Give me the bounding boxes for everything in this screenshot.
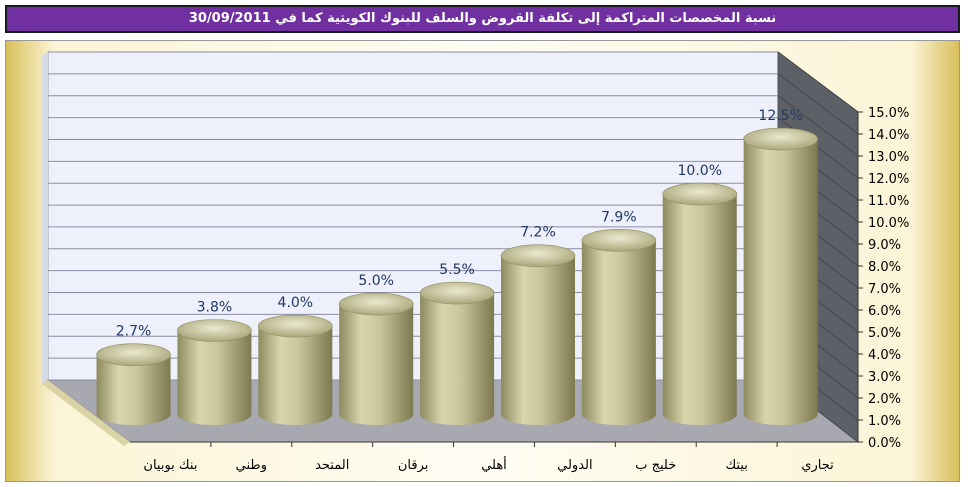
bar bbox=[581, 229, 657, 426]
bar-cap bbox=[419, 281, 495, 305]
y-tick-label: 11.0% bbox=[868, 194, 909, 209]
bar-body bbox=[743, 139, 818, 426]
y-tick-label: 4.0% bbox=[868, 348, 901, 363]
bar-body bbox=[581, 240, 656, 426]
x-tick-label: بيتك bbox=[725, 458, 747, 473]
data-label: 10.0% bbox=[678, 163, 722, 179]
bar-cap bbox=[96, 343, 171, 367]
gridline-side bbox=[777, 51, 859, 113]
x-tick-label: بنك بوبيان bbox=[143, 458, 197, 473]
data-label: 5.5% bbox=[439, 262, 475, 278]
bar-cap bbox=[743, 127, 818, 151]
bar-cap bbox=[662, 182, 738, 206]
y-tick-label: 6.0% bbox=[868, 304, 901, 319]
y-tick-label: 13.0% bbox=[868, 150, 909, 165]
bar bbox=[419, 281, 495, 426]
y-tick-label: 1.0% bbox=[868, 414, 901, 429]
y-tick-label: 14.0% bbox=[868, 128, 909, 143]
gridline-side bbox=[777, 95, 859, 157]
data-label: 4.0% bbox=[278, 295, 314, 311]
bar-cap bbox=[338, 292, 414, 316]
chart-area bbox=[5, 40, 960, 482]
x-tick-label: أهلي bbox=[481, 456, 507, 473]
x-tick-label: الدولي bbox=[557, 458, 592, 473]
bar bbox=[258, 314, 333, 426]
bar-cap bbox=[500, 244, 576, 267]
bar bbox=[177, 319, 252, 426]
y-tick-label: 5.0% bbox=[868, 326, 901, 341]
x-tick-label: وطني bbox=[236, 458, 267, 473]
bar bbox=[338, 292, 414, 426]
bar-cap bbox=[581, 229, 657, 252]
gridline-side bbox=[777, 73, 859, 135]
left-wall bbox=[42, 52, 48, 384]
x-tick-label: برقان bbox=[398, 458, 429, 473]
bar-body bbox=[662, 194, 737, 426]
bar bbox=[662, 182, 738, 426]
x-tick-label: تجاري bbox=[801, 458, 834, 473]
y-tick-label: 3.0% bbox=[868, 370, 901, 385]
bar-body bbox=[96, 354, 171, 426]
chart-title: نسبة المخصصات المتراكمة إلى تكلفة القروض… bbox=[5, 5, 960, 33]
bar-body bbox=[177, 330, 252, 426]
y-tick-label: 15.0% bbox=[868, 106, 909, 121]
bar bbox=[96, 343, 171, 426]
y-tick-label: 8.0% bbox=[868, 260, 901, 275]
gridline-side bbox=[777, 117, 859, 179]
bar-cap bbox=[258, 314, 333, 338]
x-tick-label: خليج ب bbox=[635, 458, 676, 473]
data-label: 3.8% bbox=[197, 300, 233, 316]
bar-body bbox=[420, 293, 495, 426]
bar bbox=[500, 244, 576, 426]
data-label: 5.0% bbox=[358, 273, 394, 289]
y-tick-label: 2.0% bbox=[868, 392, 901, 407]
floor-edge bbox=[42, 380, 130, 446]
data-label: 12.5% bbox=[758, 108, 802, 124]
data-label: 7.9% bbox=[601, 209, 637, 225]
y-tick-label: 10.0% bbox=[868, 216, 909, 231]
data-label: 2.7% bbox=[116, 324, 152, 340]
y-tick-label: 9.0% bbox=[868, 238, 901, 253]
x-tick-label: المتحد bbox=[315, 458, 349, 473]
y-tick-label: 12.0% bbox=[868, 172, 909, 187]
bar-cap bbox=[177, 319, 252, 342]
y-tick-label: 7.0% bbox=[868, 282, 901, 297]
data-label: 7.2% bbox=[520, 225, 556, 241]
y-tick-label: 0.0% bbox=[868, 436, 901, 451]
bar bbox=[743, 127, 818, 426]
bar-body bbox=[339, 304, 414, 426]
bar-body bbox=[258, 326, 333, 426]
bar-body bbox=[500, 255, 575, 426]
